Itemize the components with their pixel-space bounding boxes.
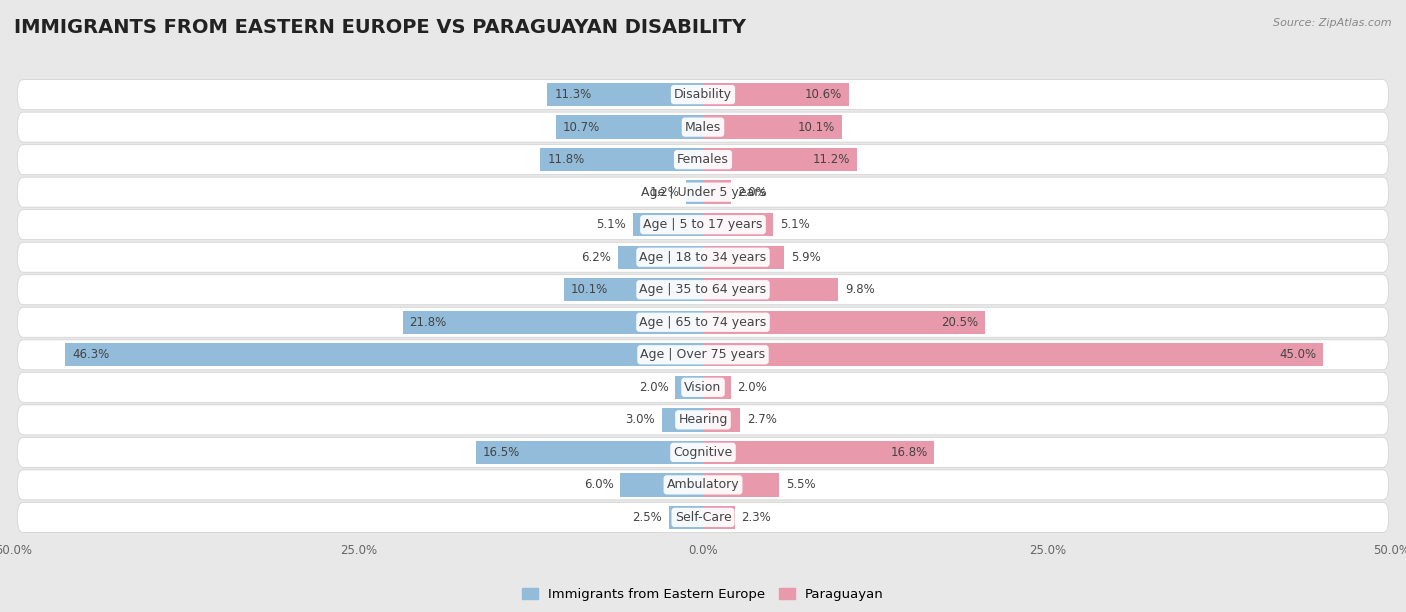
Legend: Immigrants from Eastern Europe, Paraguayan: Immigrants from Eastern Europe, Paraguay… [517, 583, 889, 606]
Text: 5.1%: 5.1% [780, 218, 810, 231]
Text: 2.7%: 2.7% [747, 413, 778, 427]
Text: Age | Over 75 years: Age | Over 75 years [641, 348, 765, 361]
Text: Ambulatory: Ambulatory [666, 479, 740, 491]
Text: Males: Males [685, 121, 721, 133]
Text: 10.1%: 10.1% [799, 121, 835, 133]
FancyBboxPatch shape [17, 242, 1389, 272]
Text: 3.0%: 3.0% [626, 413, 655, 427]
Bar [555, 116, 703, 139]
Bar [703, 148, 858, 171]
Text: Females: Females [678, 153, 728, 166]
Bar [564, 278, 703, 302]
Text: Age | 5 to 17 years: Age | 5 to 17 years [644, 218, 762, 231]
Text: IMMIGRANTS FROM EASTERN EUROPE VS PARAGUAYAN DISABILITY: IMMIGRANTS FROM EASTERN EUROPE VS PARAGU… [14, 18, 747, 37]
Bar [65, 343, 703, 367]
Text: 2.5%: 2.5% [631, 511, 662, 524]
FancyBboxPatch shape [17, 340, 1389, 370]
Text: 1.2%: 1.2% [650, 185, 679, 199]
FancyBboxPatch shape [17, 144, 1389, 174]
Text: 6.0%: 6.0% [583, 479, 613, 491]
Text: 2.3%: 2.3% [741, 511, 772, 524]
Bar [633, 213, 703, 236]
Bar [703, 245, 785, 269]
Text: Source: ZipAtlas.com: Source: ZipAtlas.com [1274, 18, 1392, 28]
Text: 10.7%: 10.7% [562, 121, 600, 133]
Bar [686, 181, 703, 204]
FancyBboxPatch shape [17, 405, 1389, 435]
Bar [703, 408, 740, 431]
Text: 5.9%: 5.9% [792, 251, 821, 264]
Text: 10.1%: 10.1% [571, 283, 607, 296]
Text: Self-Care: Self-Care [675, 511, 731, 524]
Bar [669, 506, 703, 529]
Text: 21.8%: 21.8% [409, 316, 447, 329]
Text: 9.8%: 9.8% [845, 283, 875, 296]
Bar [703, 83, 849, 106]
Bar [703, 278, 838, 302]
Text: 5.5%: 5.5% [786, 479, 815, 491]
Text: Age | Under 5 years: Age | Under 5 years [641, 185, 765, 199]
Text: 11.3%: 11.3% [554, 88, 592, 101]
Text: 16.5%: 16.5% [482, 446, 520, 459]
Text: 46.3%: 46.3% [72, 348, 110, 361]
FancyBboxPatch shape [17, 112, 1389, 142]
FancyBboxPatch shape [17, 80, 1389, 110]
Text: 5.1%: 5.1% [596, 218, 626, 231]
Bar [703, 343, 1323, 367]
FancyBboxPatch shape [17, 372, 1389, 402]
Text: 11.8%: 11.8% [547, 153, 585, 166]
FancyBboxPatch shape [17, 307, 1389, 337]
Text: 2.0%: 2.0% [738, 185, 768, 199]
Text: 45.0%: 45.0% [1279, 348, 1316, 361]
Text: 20.5%: 20.5% [942, 316, 979, 329]
FancyBboxPatch shape [17, 502, 1389, 532]
Bar [703, 376, 731, 399]
Text: Age | 65 to 74 years: Age | 65 to 74 years [640, 316, 766, 329]
Text: Age | 35 to 64 years: Age | 35 to 64 years [640, 283, 766, 296]
Text: 2.0%: 2.0% [638, 381, 669, 394]
Bar [475, 441, 703, 464]
Text: Cognitive: Cognitive [673, 446, 733, 459]
Bar [402, 310, 703, 334]
Bar [703, 310, 986, 334]
Bar [540, 148, 703, 171]
Bar [547, 83, 703, 106]
Bar [703, 213, 773, 236]
FancyBboxPatch shape [17, 470, 1389, 500]
Text: 10.6%: 10.6% [804, 88, 842, 101]
Text: 16.8%: 16.8% [890, 446, 928, 459]
Text: Disability: Disability [673, 88, 733, 101]
Bar [662, 408, 703, 431]
Bar [703, 473, 779, 496]
Bar [703, 506, 735, 529]
Text: 11.2%: 11.2% [813, 153, 851, 166]
Text: 6.2%: 6.2% [581, 251, 610, 264]
Bar [617, 245, 703, 269]
Text: Age | 18 to 34 years: Age | 18 to 34 years [640, 251, 766, 264]
Bar [703, 441, 935, 464]
Bar [675, 376, 703, 399]
Bar [703, 116, 842, 139]
FancyBboxPatch shape [17, 177, 1389, 207]
FancyBboxPatch shape [17, 275, 1389, 305]
Text: Hearing: Hearing [678, 413, 728, 427]
Bar [620, 473, 703, 496]
FancyBboxPatch shape [17, 438, 1389, 468]
FancyBboxPatch shape [17, 210, 1389, 240]
Text: Vision: Vision [685, 381, 721, 394]
Bar [703, 181, 731, 204]
Text: 2.0%: 2.0% [738, 381, 768, 394]
